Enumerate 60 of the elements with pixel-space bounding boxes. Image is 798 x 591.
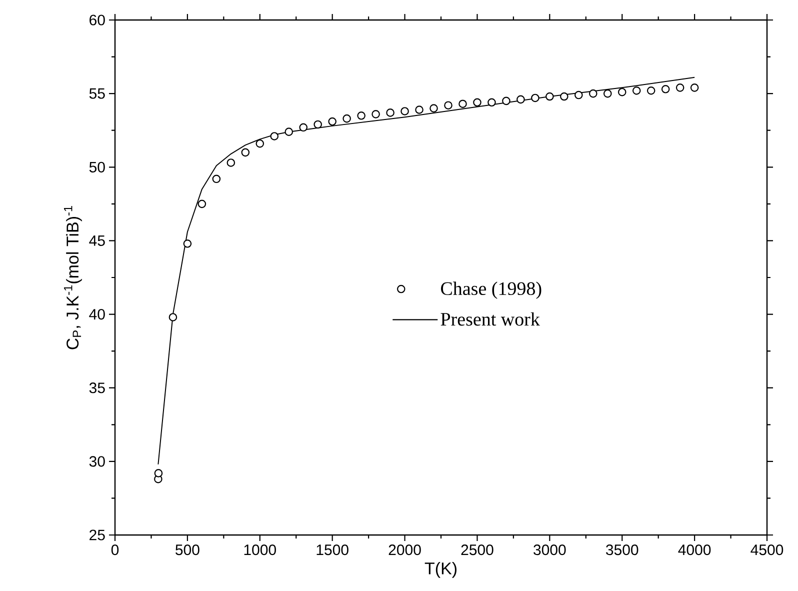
point — [328, 117, 336, 126]
point — [226, 158, 236, 167]
y-axis-title: C$_{P}$, J.K$^{-1}$(mol TiB)$^{-1}$ — [64, 206, 82, 350]
x-tick-label: 2500 — [461, 544, 494, 556]
point — [415, 106, 424, 114]
y-tick-label: 55 — [89, 88, 105, 99]
x-tick-label: 1500 — [316, 544, 348, 556]
x-tick-label: 0 — [111, 544, 119, 556]
legend-label: Chase (1998) — [441, 282, 542, 299]
point — [256, 139, 264, 148]
x-tick-label: 1000 — [244, 544, 276, 556]
point — [546, 92, 554, 101]
x-tick-label: 4000 — [678, 544, 711, 556]
point — [183, 240, 192, 248]
y-tick-label: 45 — [89, 235, 105, 246]
point — [400, 107, 409, 116]
point — [299, 123, 308, 132]
point — [270, 132, 279, 140]
legend-label: Present work — [440, 312, 540, 326]
point — [314, 120, 322, 129]
point — [154, 469, 163, 478]
y-tick-label: 25 — [90, 530, 105, 540]
point — [430, 104, 438, 112]
point — [168, 313, 178, 322]
x-tick-label: 3000 — [534, 544, 566, 556]
point — [646, 86, 656, 95]
point — [284, 128, 294, 136]
y-tick-label: 50 — [89, 162, 105, 172]
point — [690, 84, 699, 92]
point — [386, 108, 394, 117]
x-axis-title: T(K) — [424, 562, 456, 578]
x-tick-label: 500 — [176, 544, 200, 556]
point — [473, 98, 482, 107]
point — [603, 89, 612, 98]
x-tick-label: 2000 — [388, 544, 421, 556]
point — [574, 90, 583, 100]
point — [618, 88, 626, 96]
point — [357, 111, 366, 120]
point — [198, 200, 206, 208]
point — [516, 95, 525, 104]
y-tick-label: 30 — [89, 456, 105, 467]
x-tick-label: 3500 — [606, 544, 638, 556]
y-tick-label: 60 — [90, 14, 105, 26]
y-tick-label: 35 — [89, 382, 105, 394]
point — [531, 94, 540, 102]
point — [444, 101, 452, 110]
point — [560, 92, 568, 101]
point — [676, 84, 684, 92]
point — [502, 96, 510, 106]
point — [241, 148, 250, 157]
point — [342, 114, 351, 123]
point — [588, 89, 598, 98]
x-tick-label: 4500 — [750, 544, 784, 556]
point — [212, 174, 221, 184]
y-tick-label: 40 — [89, 308, 105, 320]
point — [661, 85, 670, 94]
point — [632, 86, 641, 95]
point — [458, 100, 467, 108]
point — [488, 98, 496, 107]
point — [372, 110, 380, 118]
